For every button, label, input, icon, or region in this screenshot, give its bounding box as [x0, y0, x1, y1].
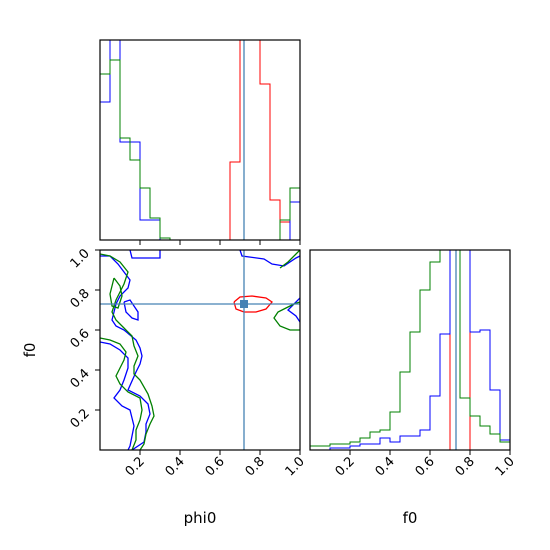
blue-contour-line: [288, 298, 300, 322]
f0-xtick-label: 0.4: [373, 454, 398, 479]
green-histogram-series: [310, 250, 510, 450]
phi0-xtick-label: 0.2: [123, 454, 148, 479]
f0-ytick-label: 0.2: [68, 406, 93, 431]
f0-xtick-label: 0.6: [413, 454, 438, 479]
green-contour-line: [100, 254, 154, 450]
f0-ytick-label: 1.0: [68, 246, 93, 271]
blue-contour-line: [100, 256, 150, 450]
phi0-xtick-label: 0.8: [243, 454, 268, 479]
phi0-xtick-label: 0.6: [203, 454, 228, 479]
y-axis-label-f0: f0: [21, 343, 39, 358]
x-axis-label-phi0: phi0: [184, 509, 217, 527]
f0-ytick-label: 0.8: [68, 286, 93, 311]
phi0-xtick-label: 0.4: [163, 454, 188, 479]
blue-contour-line: [240, 250, 300, 266]
truth-marker: [240, 300, 248, 308]
joint-contour-panel: 0.2 0.4 0.6 0.8 1.0 0.2 0.4 0.6 0.8 1.0: [68, 246, 308, 479]
phi0-xtick-label: 1.0: [283, 454, 308, 479]
green-contour-line: [280, 250, 300, 268]
f0-ytick-label: 0.4: [68, 366, 93, 391]
f0-xtick-label: 0.8: [453, 454, 478, 479]
f0-ytick-label: 0.6: [68, 326, 93, 351]
x-axis-label-f0: f0: [403, 509, 418, 527]
phi0-histogram-panel: [100, 40, 300, 245]
blue-contour-line: [124, 300, 138, 320]
f0-xtick-label: 1.0: [493, 454, 518, 479]
blue-contour-line: [130, 250, 160, 258]
f0-histogram-panel: 0.2 0.4 0.6 0.8 1.0: [310, 250, 518, 479]
f0-xtick-label: 0.2: [333, 454, 358, 479]
blue-contour-line: [100, 342, 134, 450]
